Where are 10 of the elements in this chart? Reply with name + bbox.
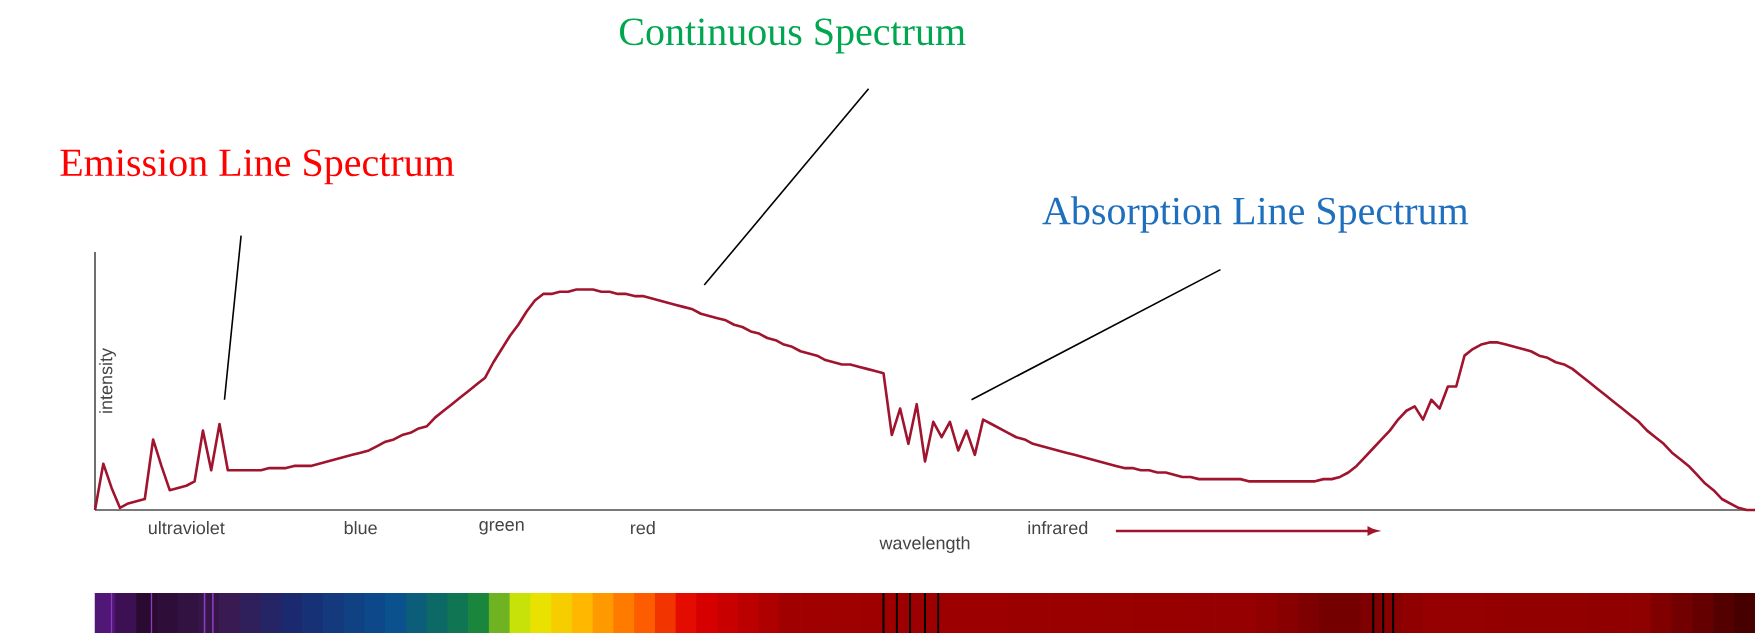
x-axis-title: wavelength <box>879 536 970 553</box>
y-axis-title: intensity <box>99 348 116 413</box>
x-tick-label: infrared <box>1028 521 1088 535</box>
x-tick-label: ultraviolet <box>148 521 225 535</box>
x-tick-label: green <box>479 521 524 535</box>
x-tick-label: red <box>630 521 655 535</box>
text: Emission Line Spectrum <box>60 149 455 185</box>
text: Continuous Spectrum <box>619 18 966 54</box>
text: Absorption Line Spectrum <box>1042 196 1469 233</box>
x-tick-label: blue <box>344 521 377 535</box>
